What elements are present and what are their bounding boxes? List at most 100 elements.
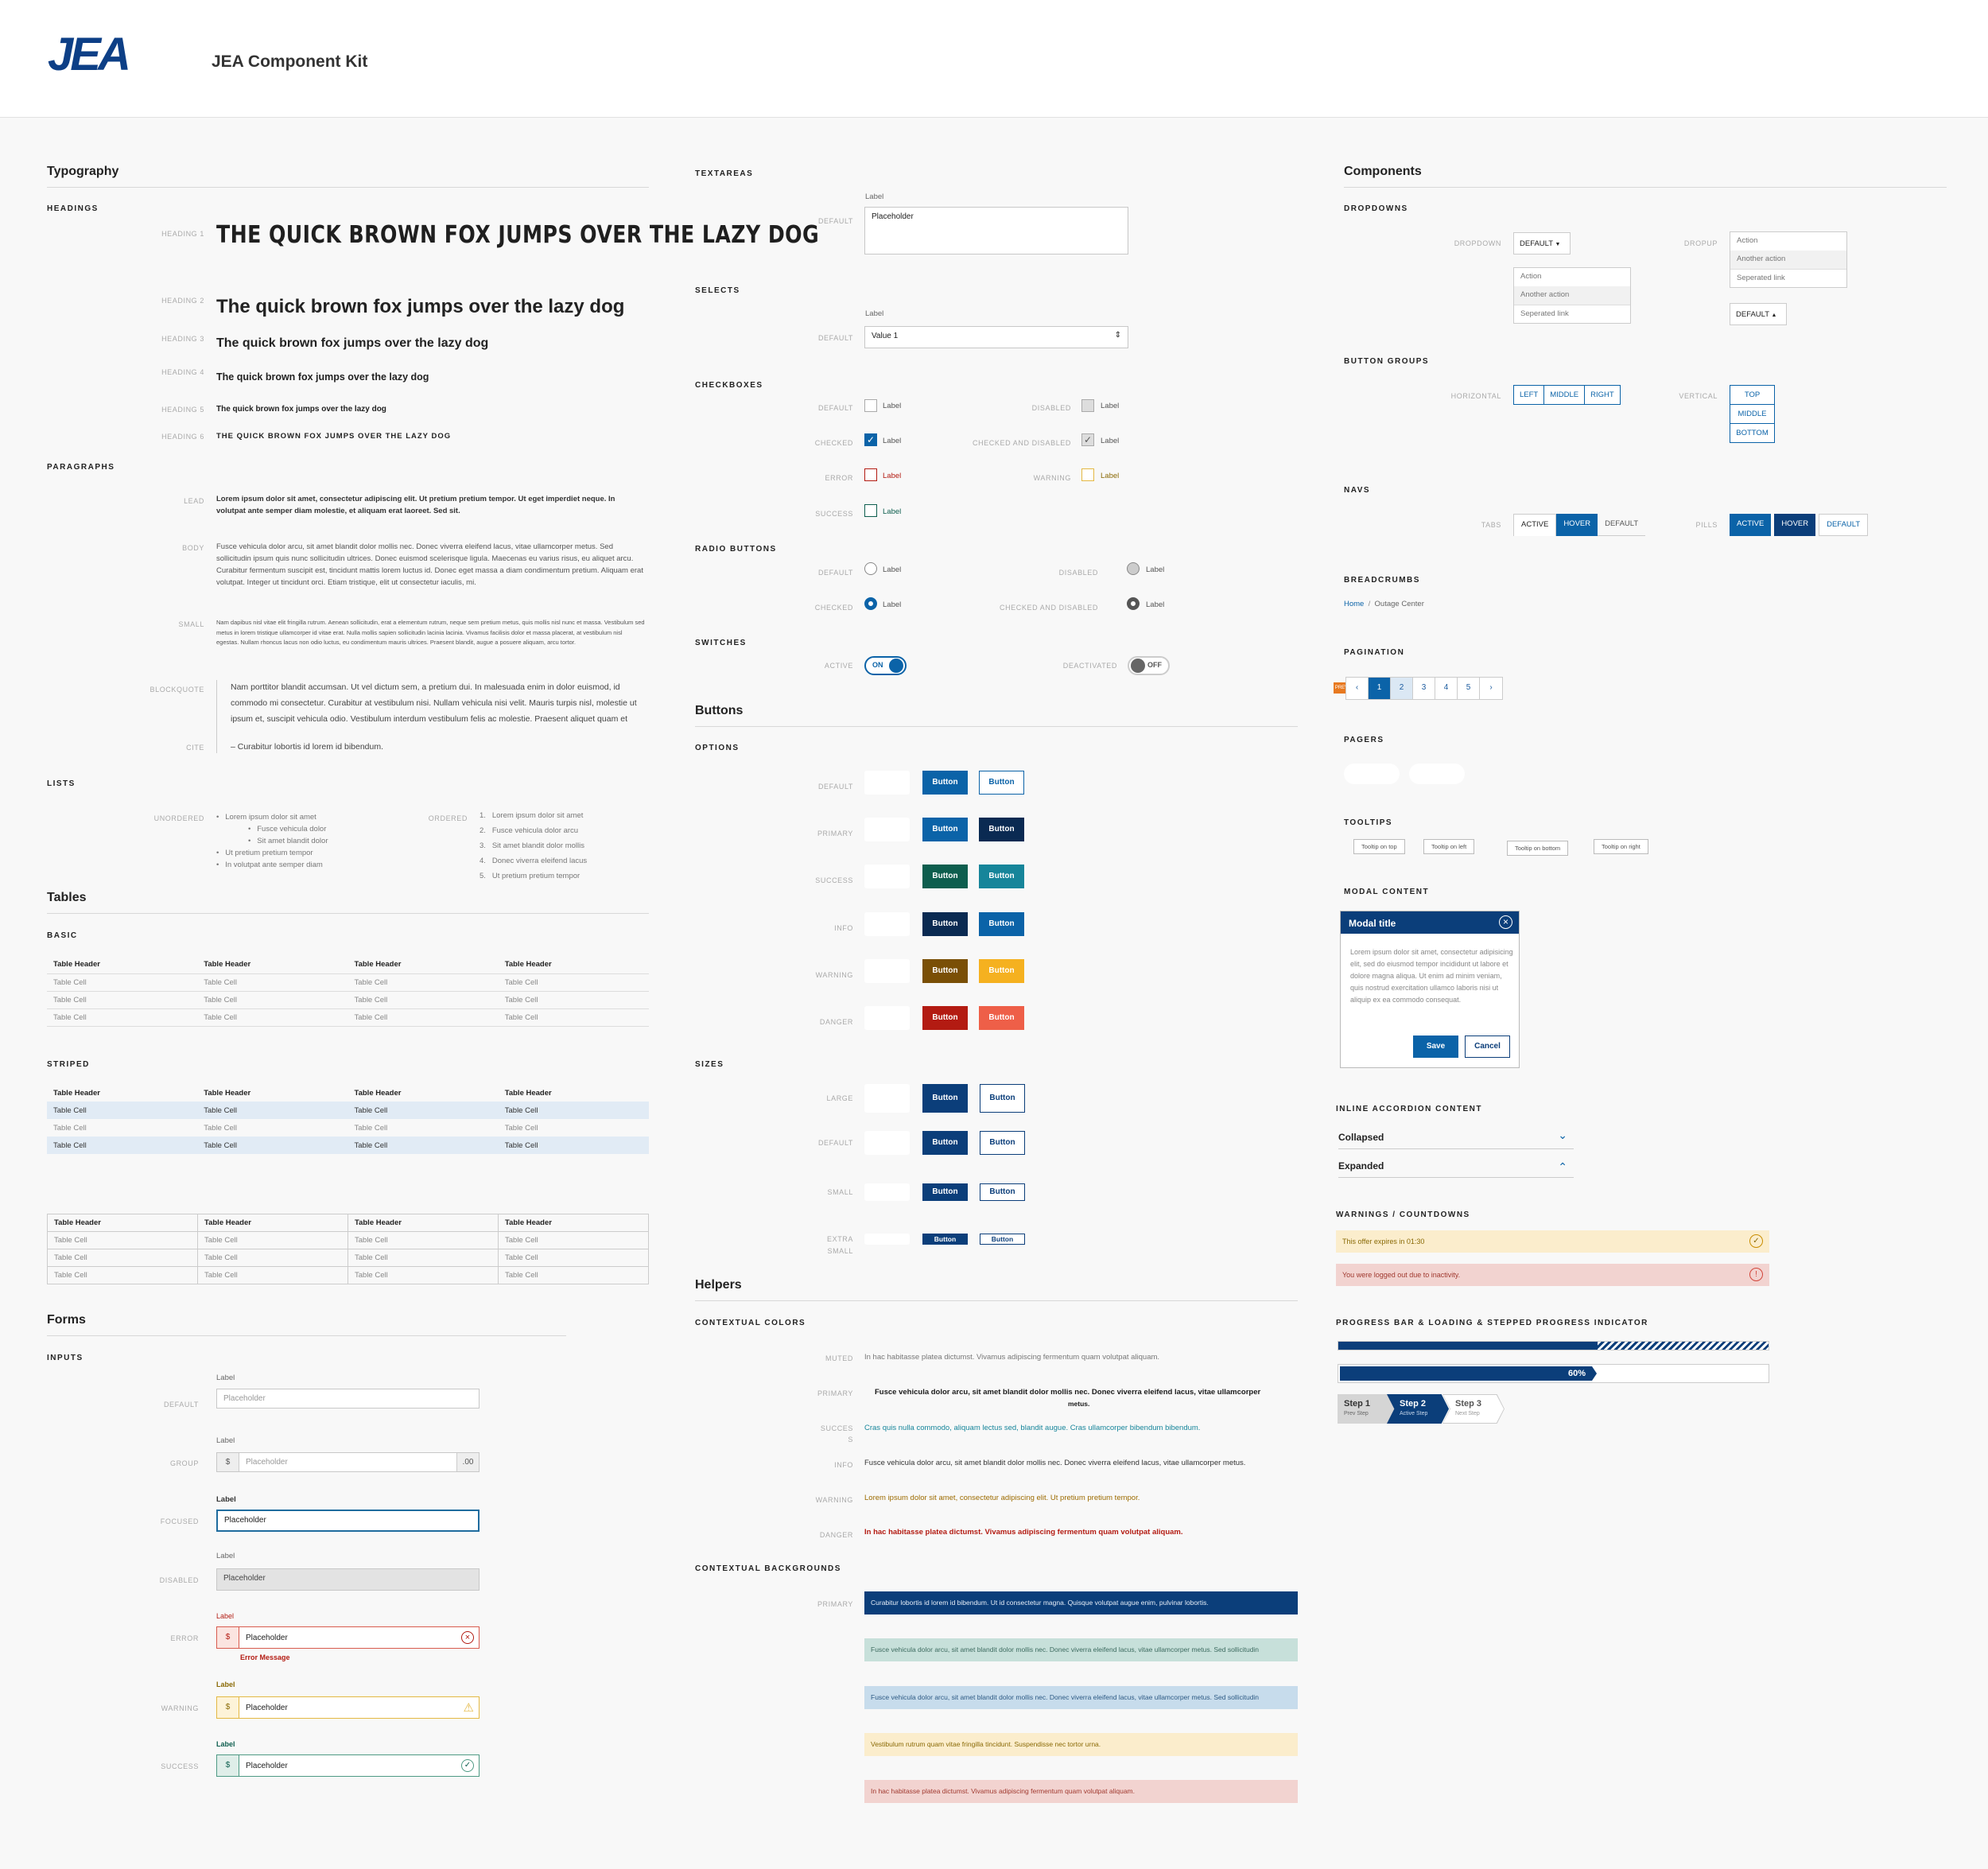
small-button[interactable]: Button xyxy=(980,1183,1025,1201)
ghost-button[interactable] xyxy=(864,1006,910,1030)
default-textarea[interactable]: Placeholder xyxy=(864,207,1128,255)
switch-on[interactable]: ON xyxy=(864,656,907,675)
warning-button[interactable]: Button xyxy=(979,959,1024,983)
textareas-label: TEXTAREAS xyxy=(695,169,754,178)
dropdown-item[interactable]: Action xyxy=(1737,236,1758,245)
default-button[interactable]: Button xyxy=(980,1131,1025,1155)
success-input[interactable]: $ Placeholder ✓ xyxy=(216,1754,480,1777)
unordered-list: • Lorem ipsum dolor sit amet • Fusce veh… xyxy=(216,811,328,871)
info-button[interactable]: Button xyxy=(922,912,968,936)
group-input[interactable]: $ Placeholder .00 xyxy=(216,1452,480,1472)
pagination-page-active[interactable]: 1 xyxy=(1369,678,1391,699)
pager-next[interactable] xyxy=(1409,764,1465,784)
pill-hover[interactable]: HOVER xyxy=(1774,514,1816,536)
default-select[interactable]: Value 1 ⇕ xyxy=(864,326,1128,348)
ghost-button[interactable] xyxy=(864,818,910,841)
extra-small-button[interactable]: Button xyxy=(980,1234,1025,1245)
checkbox-success[interactable] xyxy=(864,504,877,517)
dropdown-item[interactable]: Seperated link xyxy=(1730,269,1846,287)
pagination-page[interactable]: 2 xyxy=(1391,678,1413,699)
dropdown-item[interactable]: Another action xyxy=(1514,286,1630,305)
ghost-button[interactable] xyxy=(864,865,910,888)
error-input[interactable]: $ Placeholder × xyxy=(216,1626,480,1649)
group-button-top[interactable]: TOP xyxy=(1730,386,1774,405)
focused-input[interactable]: Placeholder xyxy=(216,1510,480,1532)
dropdown-item[interactable]: Seperated link xyxy=(1514,305,1630,323)
list-item: • Fusce vehicula dolor xyxy=(248,825,327,833)
step-next[interactable]: Step 3 Next Step xyxy=(1442,1394,1505,1424)
small-button[interactable]: Button xyxy=(922,1183,968,1201)
default-input[interactable]: Placeholder xyxy=(216,1389,480,1409)
close-icon[interactable]: × xyxy=(1499,915,1512,929)
switch-off[interactable]: OFF xyxy=(1128,656,1170,675)
large-button[interactable]: Button xyxy=(980,1084,1025,1113)
step-prev[interactable]: Step 1 Prev Step xyxy=(1338,1394,1400,1424)
pagination-page[interactable]: 3 xyxy=(1413,678,1435,699)
modal-cancel-button[interactable]: Cancel xyxy=(1465,1036,1510,1058)
alert-icon: ! xyxy=(1749,1268,1763,1281)
default-input-label: DEFAULT xyxy=(163,1401,199,1409)
step-subtitle: Active Step xyxy=(1400,1411,1428,1416)
tooltip-top: Tooltip on top xyxy=(1353,839,1405,854)
group-button-middle[interactable]: MIDDLE xyxy=(1730,405,1774,424)
checkbox-warning[interactable] xyxy=(1081,468,1094,481)
group-button-middle[interactable]: MIDDLE xyxy=(1544,386,1586,404)
success-button[interactable]: Button xyxy=(922,865,968,888)
group-button-bottom[interactable]: BOTTOM xyxy=(1736,429,1769,437)
checkbox-default[interactable] xyxy=(864,399,877,412)
radio-checked[interactable] xyxy=(864,597,877,610)
default-button[interactable]: Button xyxy=(979,771,1024,795)
checkbox-error-label: ERROR xyxy=(825,474,853,482)
ghost-button[interactable] xyxy=(864,1234,910,1245)
default-button[interactable]: Button xyxy=(922,771,968,795)
list-item: 2. Fusce vehicula dolor arcu xyxy=(480,826,579,835)
warning-input[interactable]: $ Placeholder ⚠ xyxy=(216,1696,480,1719)
pagination-page[interactable]: 4 xyxy=(1435,678,1458,699)
pager-previous[interactable] xyxy=(1344,764,1400,784)
step-active[interactable]: Step 2 Active Step xyxy=(1387,1394,1449,1424)
breadcrumb-home[interactable]: Home xyxy=(1344,600,1365,608)
primary-button[interactable]: Button xyxy=(979,818,1024,841)
success-button[interactable]: Button xyxy=(979,865,1024,888)
tab-hover[interactable]: HOVER xyxy=(1556,514,1598,536)
jea-logo[interactable]: JEA xyxy=(46,29,157,76)
dropdown-toggle[interactable]: DEFAULT ▼ xyxy=(1513,232,1571,255)
accordion-expanded[interactable]: Expanded ⌃ xyxy=(1338,1154,1574,1178)
extra-small-button[interactable]: Button xyxy=(922,1234,968,1245)
default-button[interactable]: Button xyxy=(922,1131,968,1155)
switches-label: SWITCHES xyxy=(695,639,747,647)
ghost-button[interactable] xyxy=(864,1183,910,1201)
pill-default[interactable]: DEFAULT xyxy=(1819,514,1869,536)
danger-button[interactable]: Button xyxy=(922,1006,968,1030)
dropdown-item[interactable]: Action xyxy=(1520,272,1542,281)
accordion-collapsed[interactable]: Collapsed ⌄ xyxy=(1338,1125,1574,1149)
modal-save-button[interactable]: Save xyxy=(1413,1036,1458,1058)
checkbox-checked[interactable]: ✓ xyxy=(864,433,877,446)
checkbox-label: Label xyxy=(883,507,902,516)
tab-default[interactable]: DEFAULT xyxy=(1598,514,1646,536)
info-button[interactable]: Button xyxy=(979,912,1024,936)
pagination-next[interactable]: › xyxy=(1489,683,1493,692)
danger-button[interactable]: Button xyxy=(979,1006,1024,1030)
primary-button[interactable]: Button xyxy=(922,818,968,841)
tab-active[interactable]: ACTIVE xyxy=(1513,514,1557,536)
dropup-toggle[interactable]: DEFAULT ▲ xyxy=(1730,303,1787,325)
basic-label: BASIC xyxy=(47,931,78,940)
checkbox-error[interactable] xyxy=(864,468,877,481)
warning-button[interactable]: Button xyxy=(922,959,968,983)
group-button-right[interactable]: RIGHT xyxy=(1590,391,1614,399)
ghost-button[interactable] xyxy=(864,1131,910,1155)
ghost-button[interactable] xyxy=(864,959,910,983)
large-button[interactable]: Button xyxy=(922,1084,968,1113)
ghost-button[interactable] xyxy=(864,771,910,795)
radio-default[interactable] xyxy=(864,562,877,575)
pagination-prev[interactable]: ‹ xyxy=(1346,678,1369,699)
pill-active[interactable]: ACTIVE xyxy=(1730,514,1772,536)
ghost-button[interactable] xyxy=(864,912,910,936)
pagination-page[interactable]: 5 xyxy=(1458,678,1480,699)
group-button-left[interactable]: LEFT xyxy=(1514,386,1545,404)
ghost-button[interactable] xyxy=(864,1084,910,1113)
dropdown-item[interactable]: Another action xyxy=(1730,251,1846,269)
blockquote-label: BLOCKQUOTE xyxy=(149,686,204,694)
info-label: INFO xyxy=(834,1461,853,1469)
